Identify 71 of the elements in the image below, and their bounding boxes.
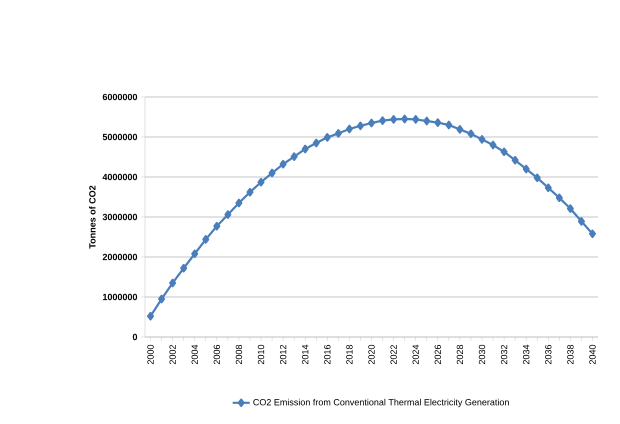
point [566,204,574,213]
point [235,198,242,208]
point [224,210,232,219]
point [588,230,596,238]
x-tick-label: 2022 [390,344,397,364]
x-tick-label: 2014 [302,344,308,364]
point [544,184,552,192]
point [478,135,486,144]
x-tick-label: 2036 [545,344,552,364]
point [246,188,254,197]
point [390,115,398,124]
x-tick-label: 2006 [214,344,220,364]
point [556,194,563,202]
point [312,138,320,148]
point [490,140,497,150]
legend-label: CO2 Emission from Conventional Thermal Electricity Generation [253,398,509,408]
x-tick-label: 2030 [478,344,486,364]
point [512,156,519,164]
point [280,160,287,168]
point [368,118,376,128]
point [202,235,210,244]
point [169,278,176,288]
point [268,168,276,178]
point [158,294,166,304]
y-tick-label: 2000000 [102,254,138,260]
y-tick-label: 5000000 [102,134,138,140]
point [412,115,420,124]
y-axis-title: Tonnes of CO2 [88,186,96,249]
point [578,217,585,226]
point [522,164,530,174]
point [534,174,541,182]
point [180,264,188,272]
x-tick-label: 2024 [412,344,419,364]
x-tick-label: 2012 [280,344,286,364]
x-tick-label: 2028 [456,344,464,364]
y-tick-label: 1000000 [102,294,138,300]
point [191,250,198,258]
x-tick-label: 2034 [522,344,530,364]
x-tick-label: 2026 [434,344,441,364]
point [467,130,474,138]
x-tick-label: 2018 [346,344,353,364]
point [302,144,309,154]
point [334,129,342,138]
x-tick-label: 2032 [500,344,508,364]
point [423,116,430,126]
point [346,124,353,134]
y-tick-label: 6000000 [102,94,138,100]
point [258,178,265,186]
point [456,125,464,134]
x-tick-label: 2040 [589,344,596,364]
point [213,222,220,230]
point [434,118,442,127]
x-tick-label: 2016 [324,344,330,364]
y-tick-label: 0 [132,334,138,340]
y-tick-label: 3000000 [102,214,138,220]
x-tick-label: 2004 [192,344,198,364]
point [324,133,331,142]
x-tick-label: 2002 [169,344,176,364]
point [379,116,386,125]
point [147,312,154,320]
point [401,114,408,124]
x-tick-label: 2020 [368,344,375,364]
x-tick-label: 2000 [147,344,154,364]
point [290,152,298,161]
point [445,120,452,130]
point [356,122,364,130]
x-tick-label: 2010 [258,344,264,364]
x-tick-label: 2038 [567,344,574,364]
y-tick-label: 4000000 [102,174,138,180]
x-tick-label: 2008 [236,344,242,364]
point [500,148,508,156]
